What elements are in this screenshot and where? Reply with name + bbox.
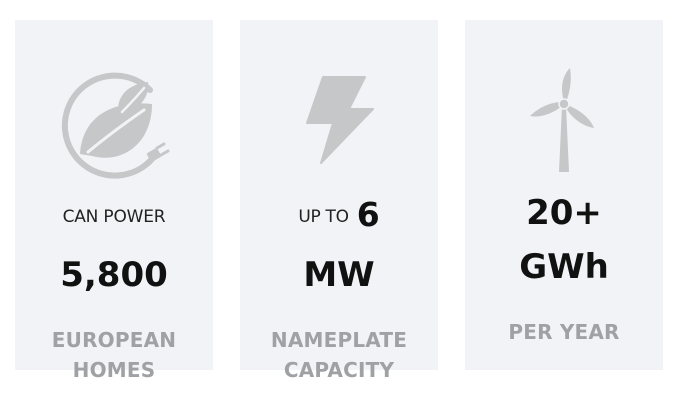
stat-card-homes: CAN POWER 5,800 EUROPEAN HOMES (15, 20, 213, 382)
stat-card-energy: 20+ GWh PER YEAR (465, 20, 663, 370)
stat-caption-line-2: HOMES (72, 358, 156, 382)
stat-value: 5,800 (60, 255, 168, 295)
stat-caption-line-2: CAPACITY (283, 358, 395, 382)
stat-card-capacity: UP TO 6 MW NAMEPLATE CAPACITY (240, 20, 438, 382)
lightning-bolt-icon (306, 76, 374, 164)
stat-caption: NAMEPLATE CAPACITY (240, 325, 438, 385)
stat-caption-line-1: PER YEAR (508, 320, 620, 344)
stat-prefix-row: UP TO 6 (240, 195, 438, 234)
stat-caption: PER YEAR (465, 317, 663, 347)
stat-caption-line-1: NAMEPLATE (270, 328, 408, 352)
stat-value-number: 6 (356, 195, 380, 234)
stat-prefix: UP TO (298, 207, 349, 227)
stat-caption-line-1: EUROPEAN (51, 328, 177, 352)
stat-value-unit: GWh (519, 247, 609, 287)
stat-prefix: CAN POWER (62, 207, 166, 227)
wind-turbine-icon (530, 68, 594, 172)
stat-value-unit: MW (303, 255, 375, 295)
stat-caption: EUROPEAN HOMES (15, 325, 213, 385)
eco-leaf-plug-icon (61, 72, 170, 179)
stat-value-number: 20+ (526, 193, 602, 233)
